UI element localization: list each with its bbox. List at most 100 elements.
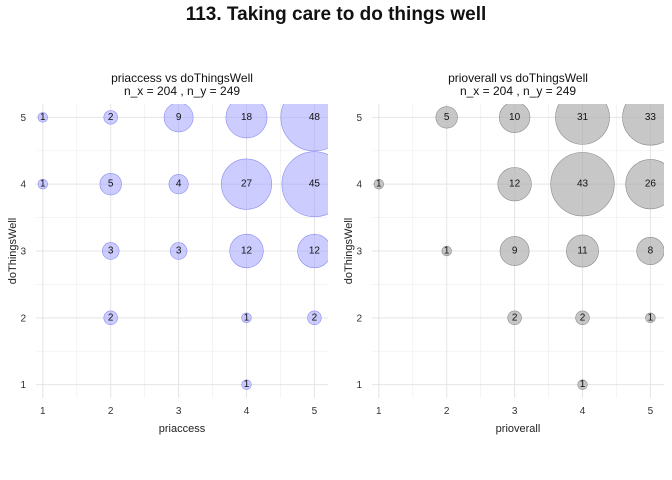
bubble [281,151,328,218]
bubble-count-label: 12 [509,179,521,190]
bubble-count-label: 1 [648,312,654,323]
bubble-count-label: 18 [241,112,253,123]
bubble-count-label: 1 [40,179,46,190]
x-tick-label: 4 [244,406,250,417]
bubble [169,242,188,260]
bubble [221,158,273,210]
bubble [645,312,656,323]
bubble-count-label: 2 [512,312,518,323]
bubble-count-label: 1 [444,246,450,257]
bubble-count-label: 45 [309,179,321,190]
y-tick-label: 5 [20,113,26,124]
bubble [435,106,458,129]
x-axis-label: priaccess [159,423,206,435]
bubble [101,242,120,260]
bubble-count-label: 1 [244,379,250,390]
bubble [625,159,664,210]
bubble [225,104,268,139]
bubbles [37,104,328,390]
bubble [280,104,328,152]
x-tick-label: 3 [176,406,182,417]
bubble-count-label: 2 [108,312,114,323]
x-tick-label: 4 [580,406,586,417]
bubble [297,233,328,269]
bubble-count-label: 1 [40,112,46,123]
bubble-count-label: 9 [512,246,518,257]
bubble [555,104,610,145]
x-tick-label: 1 [40,406,46,417]
bubble [373,179,384,190]
bubble [241,379,252,390]
bubble [507,310,522,325]
y-axis-label: doThingsWell [343,218,355,284]
bubble-count-label: 48 [309,112,321,123]
bubble [622,104,664,146]
bubble [99,173,122,196]
bubbles [373,104,664,390]
bubble [636,236,664,266]
x-tick-label: 2 [108,406,114,417]
bubble-count-label: 2 [312,312,318,323]
bubble-count-label: 2 [108,112,114,123]
bubble [37,179,48,190]
bubble [550,152,615,217]
bubble-count-label: 27 [241,179,253,190]
bubble-count-label: 31 [577,112,589,123]
bubble [497,167,532,202]
bubble-count-label: 3 [108,246,114,257]
bubble-count-label: 26 [645,179,657,190]
bubble [577,379,588,390]
panel-title-line2: n_x = 204 , n_y = 249 [124,84,240,98]
panel-title-line1: priaccess vs doThingsWell [111,71,253,85]
bubble-count-label: 4 [176,179,182,190]
y-tick-label: 5 [356,113,362,124]
bubble [307,310,322,325]
bubble-count-label: 8 [648,246,654,257]
panel-title-line2: n_x = 204 , n_y = 249 [460,84,576,98]
bubble [441,245,452,257]
bubble [241,312,252,323]
bubble-count-label: 5 [444,112,450,123]
x-tick-label: 1 [376,406,382,417]
y-tick-label: 4 [20,180,26,191]
x-tick-label: 5 [312,406,318,417]
x-axis-label: prioverall [496,423,541,435]
x-tick-label: 3 [512,406,518,417]
bubble-count-label: 1 [376,179,382,190]
y-axis-label: doThingsWell [7,218,19,284]
bubble [103,310,118,325]
y-tick-label: 3 [20,247,26,258]
bubble-count-label: 33 [645,112,657,123]
bubble-count-label: 3 [176,246,182,257]
bubble [103,110,118,125]
bubble [229,233,264,269]
bubble [163,104,194,133]
bubble-count-label: 12 [241,246,253,257]
bubble-count-label: 43 [577,179,589,190]
y-tick-label: 4 [356,180,362,191]
bubble [168,174,189,195]
panel-title-line1: prioverall vs doThingsWell [448,71,588,85]
bubble-count-label: 1 [580,379,586,390]
y-tick-label: 1 [356,380,362,391]
bubble [37,112,48,123]
y-tick-label: 1 [20,380,26,391]
chart-title: 113. Taking care to do things well [185,4,487,25]
y-tick-label: 2 [20,313,26,324]
y-tick-label: 2 [356,313,362,324]
bubble-count-label: 12 [309,246,321,257]
bubble-count-label: 5 [108,179,114,190]
bubble [566,234,599,268]
bubble-count-label: 9 [176,112,182,123]
bubble [498,104,531,133]
bubble [499,236,530,266]
bubble-count-label: 2 [580,312,586,323]
x-tick-label: 5 [648,406,654,417]
y-tick-label: 3 [356,247,362,258]
bubble-count-label: 1 [244,312,250,323]
bubble-count-label: 10 [509,112,521,123]
bubble-count-label: 11 [577,246,588,257]
